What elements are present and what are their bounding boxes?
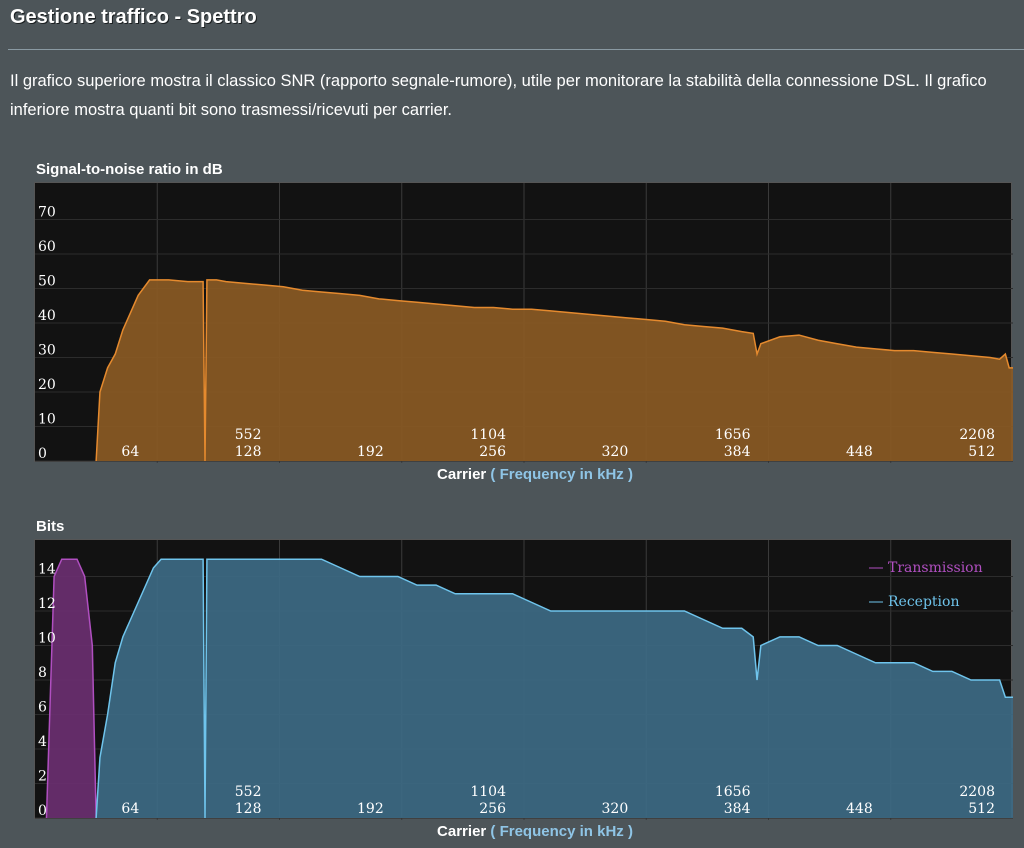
bits-series-line-1: [95, 558, 1013, 819]
snr-x-tick-carrier: 192: [357, 444, 384, 460]
bits-x-tick-carrier: 64: [121, 801, 139, 817]
snr-y-tick-label: 10: [38, 412, 56, 428]
snr-y-tick-label: 20: [38, 377, 56, 393]
bits-chart: 0 2 4 6 8 10 12 14 64 128 192 256 320 384 448 512 552 110…: [34, 539, 1013, 820]
snr-y-tick-label: 50: [38, 274, 56, 290]
bits-x-tick-khz: 552: [235, 784, 262, 800]
bits-y-tick-label: 10: [38, 631, 56, 647]
bits-x-tick-khz: 2208: [959, 784, 995, 800]
snr-y-tick-label: 40: [38, 308, 56, 324]
snr-x-axis-unit: ( Frequency in kHz ): [490, 466, 633, 483]
snr-y-tick-label: 60: [38, 239, 56, 255]
snr-x-tick-carrier: 320: [602, 444, 629, 460]
snr-y-tick-label: 70: [38, 205, 56, 221]
bits-x-tick-carrier: 512: [968, 801, 995, 817]
bits-x-tick-carrier: 448: [846, 801, 873, 817]
snr-x-tick-carrier: 512: [968, 444, 995, 460]
bits-chart-title: Bits: [36, 518, 65, 535]
bits-x-tick-carrier: 384: [724, 801, 751, 817]
snr-x-tick-carrier: 256: [479, 444, 506, 460]
bits-x-tick-khz: 1656: [715, 784, 751, 800]
bits-y-tick-label: 0: [38, 803, 47, 819]
snr-y-tick-label: 0: [38, 446, 47, 462]
snr-series-area-0: [96, 279, 1013, 461]
snr-x-axis-caption: Carrier ( Frequency in kHz ): [0, 466, 1024, 483]
bits-y-tick-label: 4: [38, 734, 47, 750]
bits-legend-label: Reception: [888, 594, 959, 610]
snr-x-tick-khz: 552: [235, 427, 262, 443]
bits-series-area-1: [96, 559, 1013, 818]
bits-x-tick-carrier: 320: [602, 801, 629, 817]
snr-x-tick-carrier: 448: [846, 444, 873, 460]
snr-chart: 0 10 20 30 40 50 60 70 64 128 192 256 320 384 448 512 55…: [34, 182, 1013, 463]
snr-y-tick-label: 30: [38, 343, 56, 359]
snr-x-tick-carrier: 384: [724, 444, 751, 460]
snr-x-tick-carrier: 128: [235, 444, 262, 460]
snr-chart-svg: 0 10 20 30 40 50 60 70 64 128 192 256 320 384 448 512 55…: [35, 183, 1013, 463]
bits-series-area-0: [46, 559, 97, 818]
bits-x-axis-unit: ( Frequency in kHz ): [490, 823, 633, 840]
page-title: Gestione traffico - Spettro: [10, 6, 257, 28]
bits-x-axis-caption: Carrier ( Frequency in kHz ): [0, 823, 1024, 840]
snr-series-line-0: [95, 279, 1013, 462]
bits-legend-label: Transmission: [888, 560, 983, 576]
bits-y-tick-label: 8: [38, 665, 47, 681]
snr-x-tick-carrier: 64: [121, 444, 139, 460]
snr-x-tick-khz: 1656: [715, 427, 751, 443]
bits-y-tick-label: 6: [38, 700, 47, 716]
page-description: Il grafico superiore mostra il classico …: [10, 72, 987, 119]
snr-chart-title: Signal-to-noise ratio in dB: [36, 161, 223, 178]
bits-y-tick-label: 12: [38, 596, 56, 612]
bits-y-tick-label: 14: [38, 562, 56, 578]
bits-y-tick-label: 2: [38, 769, 47, 785]
snr-x-axis-label: Carrier: [437, 466, 487, 483]
bits-x-tick-carrier: 128: [235, 801, 262, 817]
bits-chart-svg: 0 2 4 6 8 10 12 14 64 128 192 256 320 384 448 512 552 110…: [35, 540, 1013, 820]
bits-x-tick-carrier: 192: [357, 801, 384, 817]
snr-x-tick-khz: 1104: [470, 427, 506, 443]
snr-x-tick-khz: 2208: [959, 427, 995, 443]
bits-x-tick-khz: 1104: [470, 784, 506, 800]
bits-series-line-0: [45, 558, 97, 819]
bits-x-tick-carrier: 256: [479, 801, 506, 817]
bits-x-axis-label: Carrier: [437, 823, 487, 840]
title-divider: [8, 49, 1024, 50]
